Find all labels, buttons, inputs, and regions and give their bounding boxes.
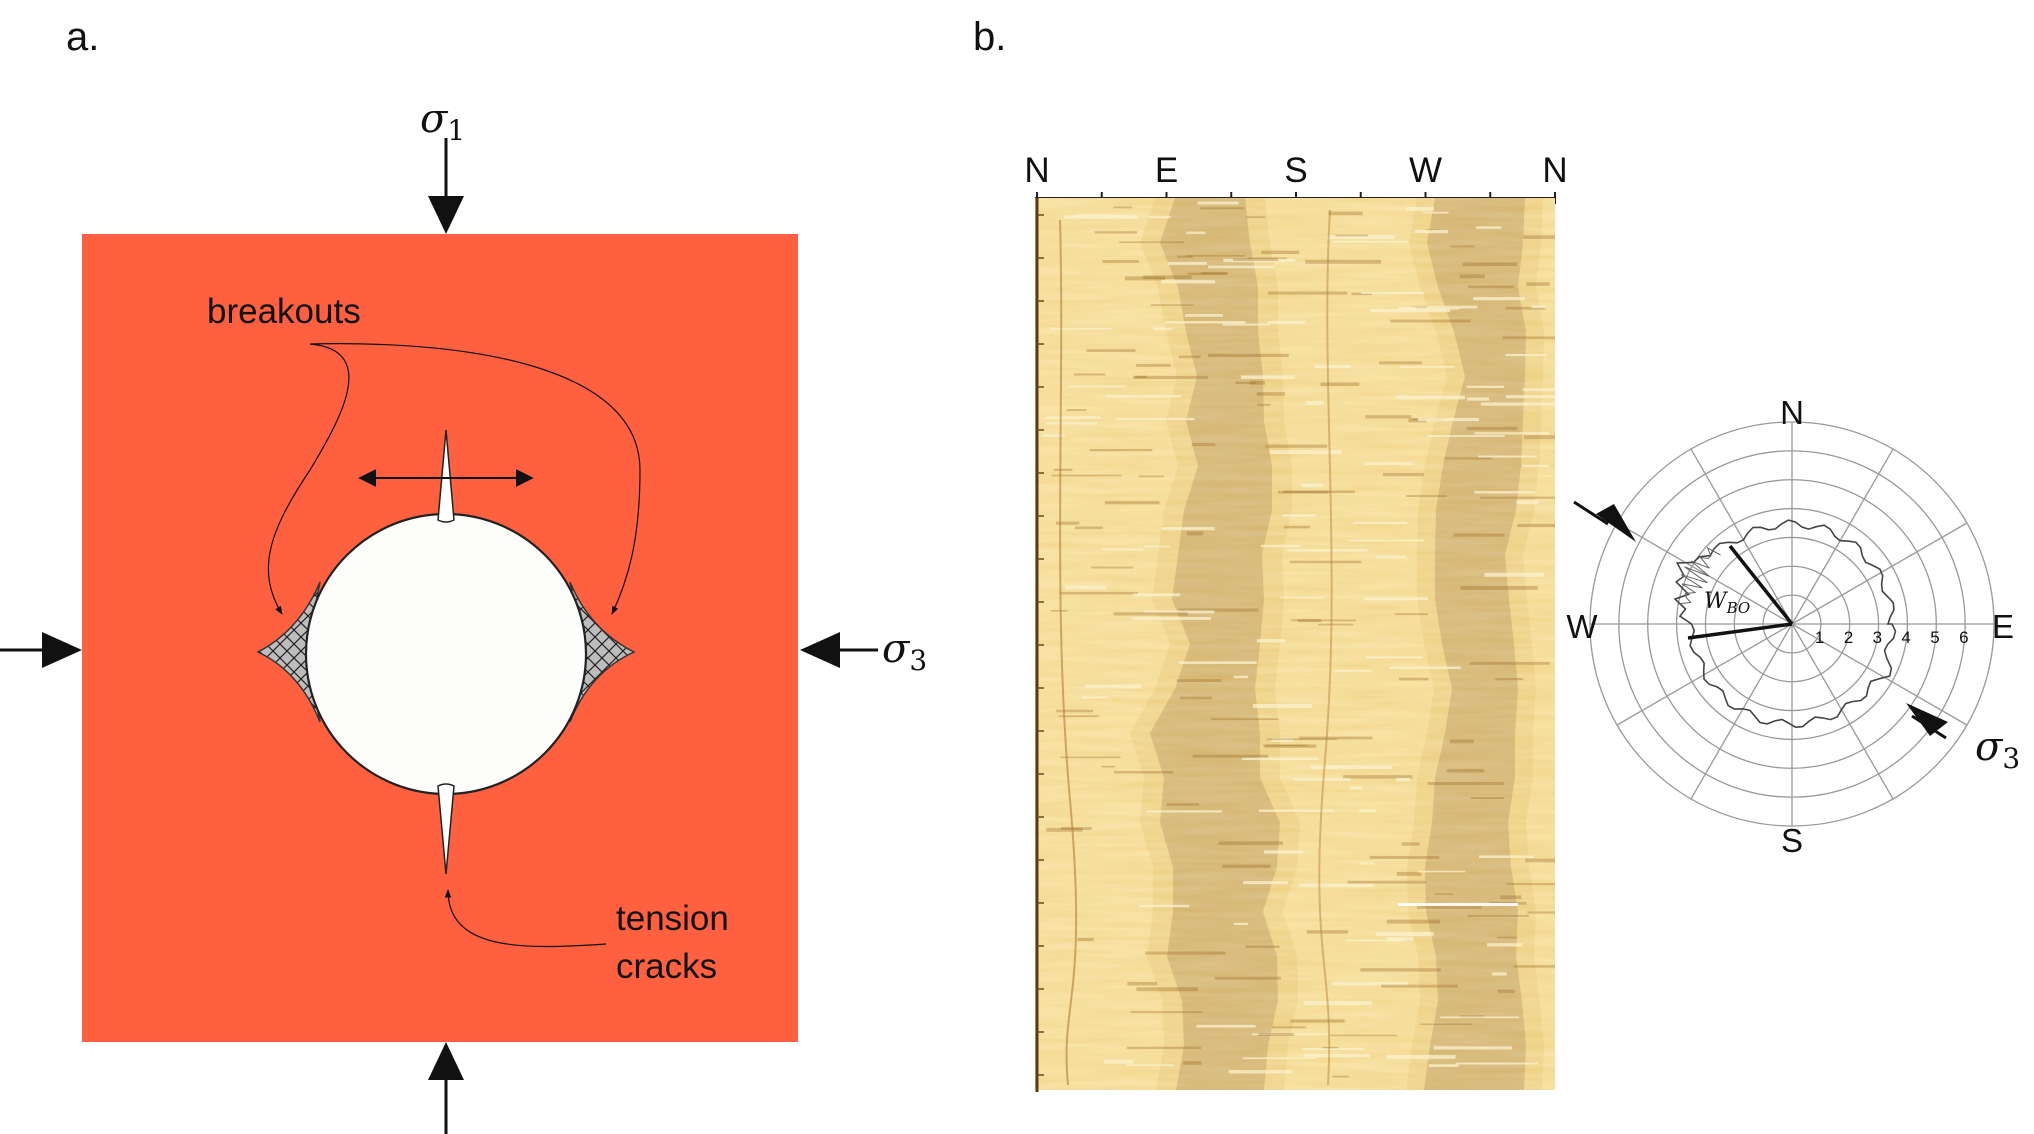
- polar-sigma3-arrow-se: [1906, 703, 1948, 740]
- wbo-line-lower: [1687, 622, 1793, 640]
- sigma3-arrow-right: [800, 632, 878, 668]
- tension-crack-bottom: [437, 783, 455, 875]
- ring-label-4: 4: [1901, 628, 1910, 647]
- tension-label-line2: cracks: [616, 947, 717, 986]
- wbo-line-upper: [1728, 544, 1794, 626]
- ring-label-2: 2: [1844, 628, 1853, 647]
- borehole: [304, 512, 588, 796]
- sigma3-label: σ3: [882, 626, 927, 677]
- polar-east-label: E: [1992, 608, 2014, 645]
- sigma1-label: σ1: [420, 96, 465, 147]
- tension-leader: [444, 889, 607, 948]
- ring-label-1: 1: [1815, 628, 1824, 647]
- log-compass-e-1: E: [1155, 151, 1178, 190]
- polar-north-label: N: [1780, 394, 1804, 431]
- breakouts-leader-left: [267, 343, 350, 615]
- polar-sigma3-arrow-nw: [1573, 500, 1636, 542]
- wbo-label: WBO: [1704, 589, 1750, 617]
- sigma1-arrow-bottom: [428, 1042, 464, 1134]
- log-compass-s-2: S: [1284, 151, 1307, 190]
- polar-south-label: S: [1781, 822, 1803, 859]
- polar-grid: [1589, 421, 1995, 827]
- polar-sigma3-label: σ3: [1975, 724, 2020, 775]
- log-depth-ticks: [1037, 214, 1044, 1076]
- sigma1-arrow-top: [428, 138, 464, 234]
- log-compass-n-4: N: [1542, 151, 1567, 190]
- tension-label-line1: tension: [616, 899, 729, 938]
- panel-b-label: b.: [973, 15, 1006, 59]
- caliper-trace-secondary: [1677, 546, 1721, 605]
- polar-west-label: W: [1566, 608, 1598, 645]
- ring-label-6: 6: [1959, 628, 1968, 647]
- ring-label-5: 5: [1930, 628, 1939, 647]
- log-compass-n-0: N: [1024, 151, 1049, 190]
- sigma3-arrow-left: [0, 632, 82, 668]
- ring-label-3: 3: [1873, 628, 1882, 647]
- breakouts-label: breakouts: [207, 292, 361, 331]
- caliper-trace: [1673, 519, 1897, 729]
- image-log: [1035, 198, 1555, 1090]
- panel-a-label: a.: [66, 15, 99, 59]
- log-compass-w-3: W: [1409, 151, 1442, 190]
- breakouts-leader-right: [309, 343, 641, 615]
